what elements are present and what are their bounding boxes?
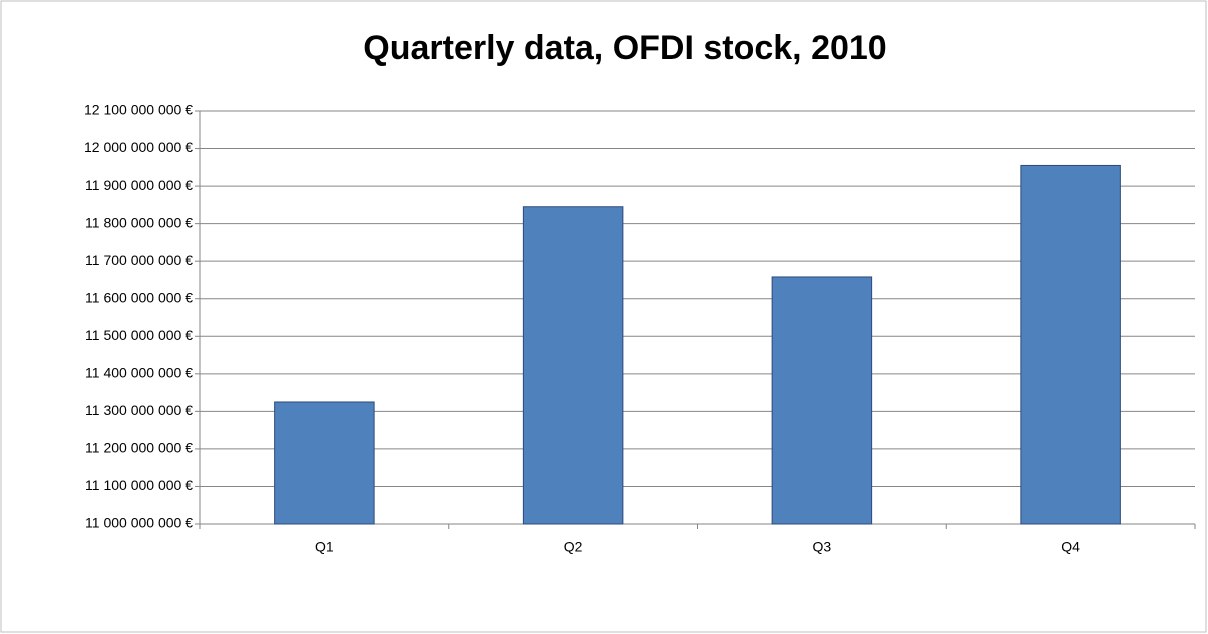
y-tick-label: 11 800 000 000 € (85, 214, 193, 230)
x-tick-label: Q3 (813, 539, 832, 555)
y-tick-label: 11 200 000 000 € (85, 440, 193, 456)
y-tick-label: 12 000 000 000 € (84, 139, 193, 155)
bar (522, 206, 624, 525)
x-tick-label: Q1 (315, 539, 334, 555)
bar (771, 276, 873, 525)
y-tick-label: 11 600 000 000 € (85, 289, 193, 305)
y-tick-label: 12 100 000 000 € (84, 102, 193, 118)
x-tick-label: Q4 (1061, 539, 1080, 555)
y-tick-label: 11 500 000 000 € (85, 327, 193, 343)
y-tick-label: 11 100 000 000 € (85, 477, 193, 493)
x-tick-label: Q2 (564, 539, 583, 555)
bar (274, 401, 375, 525)
y-tick-label: 11 300 000 000 € (85, 402, 193, 418)
chart-title: Quarterly data, OFDI stock, 2010 (363, 29, 886, 67)
y-tick-label: 11 700 000 000 € (85, 252, 193, 268)
y-tick-label: 11 000 000 000 € (85, 515, 193, 531)
y-tick-label: 11 900 000 000 € (85, 177, 193, 193)
y-tick-label: 11 400 000 000 € (85, 365, 193, 381)
bar (1020, 164, 1121, 525)
